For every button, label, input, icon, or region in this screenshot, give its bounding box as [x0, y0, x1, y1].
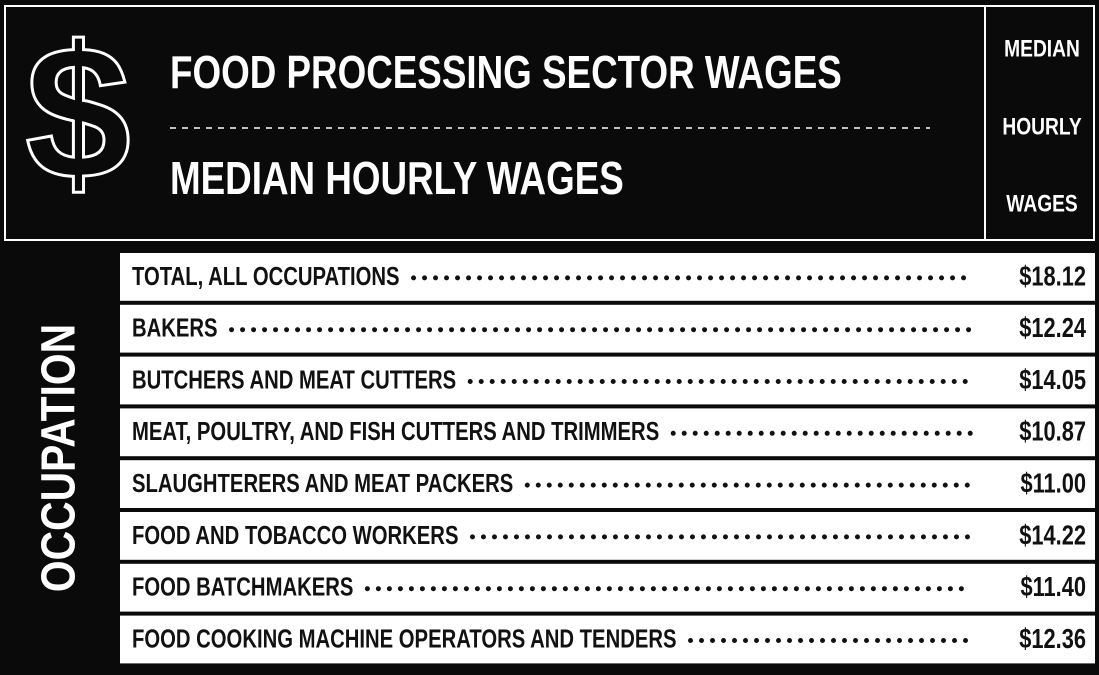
row-label-group: FOOD BATCHMAKERS: [132, 572, 353, 601]
row-label-group: TOTAL, ALL OCCUPATIONS: [132, 261, 400, 290]
wage: $11.00: [1020, 468, 1086, 499]
occupation: BUTCHERS AND MEAT CUTTERS: [132, 365, 456, 394]
wage-group: $11.00: [1020, 468, 1086, 499]
occupation: FOOD COOKING MACHINE OPERATORS AND TENDE…: [132, 624, 677, 653]
wage: $10.87: [1019, 416, 1086, 447]
wage-group: $18.12: [1019, 261, 1086, 292]
occupation: TOTAL, ALL OCCUPATIONS: [132, 261, 400, 290]
column-header: WAGES: [1006, 189, 1077, 217]
occupation: SLAUGHTERERS AND MEAT PACKERS: [132, 469, 513, 498]
wage: $14.05: [1019, 364, 1086, 395]
wage-group: $12.36: [1019, 623, 1086, 654]
wage-group: $10.87: [1019, 416, 1086, 447]
column-header: MEDIAN: [1004, 34, 1080, 62]
wage-group: $12.24: [1019, 313, 1086, 344]
wage-group: $11.40: [1020, 572, 1086, 603]
subtitle: MEDIAN HOURLY WAGES: [170, 152, 624, 204]
occupation: FOOD AND TOBACCO WORKERS: [132, 520, 458, 549]
occupation: MEAT, POULTRY, AND FISH CUTTERS AND TRIM…: [132, 417, 659, 446]
row-label-group: FOOD AND TOBACCO WORKERS: [132, 520, 458, 549]
wage: $12.36: [1019, 623, 1086, 654]
occupation: BAKERS: [132, 313, 218, 342]
column-header: HOURLY: [1002, 112, 1082, 140]
header-border: [4, 5, 1095, 241]
title: FOOD PROCESSING SECTOR WAGES: [170, 46, 842, 98]
row-label-group: BAKERS: [132, 313, 218, 342]
wage-group: $14.22: [1019, 520, 1086, 551]
wage: $18.12: [1019, 261, 1086, 292]
wage: $12.24: [1019, 313, 1086, 344]
wage: $14.22: [1019, 520, 1086, 551]
row: [120, 408, 1095, 457]
header-panel: [0, 0, 1099, 244]
row-label-group: FOOD COOKING MACHINE OPERATORS AND TENDE…: [132, 624, 677, 653]
occupation: FOOD BATCHMAKERS: [132, 572, 353, 601]
row-label-group: MEAT, POULTRY, AND FISH CUTTERS AND TRIM…: [132, 417, 659, 446]
row-header: OCCUPATION: [33, 324, 86, 592]
row-label-group: SLAUGHTERERS AND MEAT PACKERS: [132, 469, 513, 498]
wage-group: $14.05: [1019, 364, 1086, 395]
row-label-group: BUTCHERS AND MEAT CUTTERS: [132, 365, 456, 394]
wage: $11.40: [1020, 572, 1086, 603]
dollar-icon: $: [25, 7, 131, 219]
